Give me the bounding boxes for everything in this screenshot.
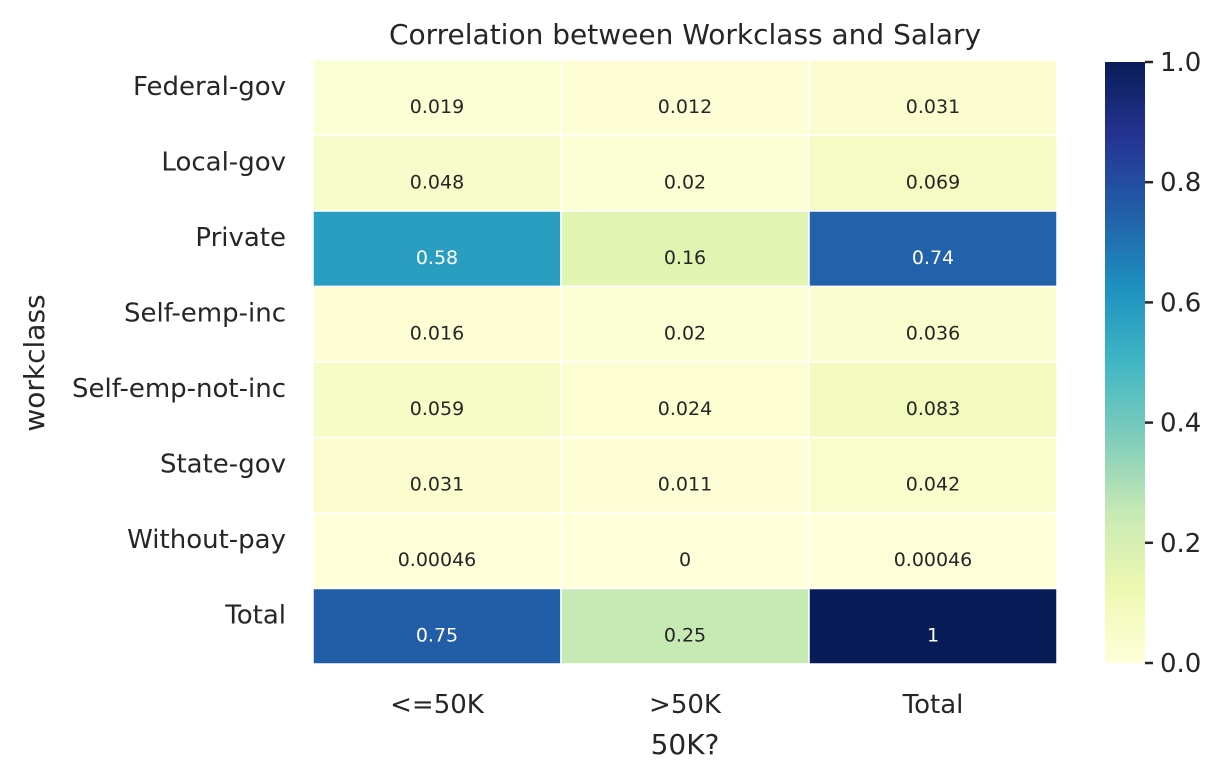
heatmap-cell	[312, 134, 562, 212]
heatmap-cells: 0.019 0.012 0.031 0.048 0.02 0.069 0.58 0.16 0.7…	[312, 59, 1058, 665]
colorbar-tick-label: 0.0	[1160, 649, 1201, 679]
colorbar-tick-label: 1.0	[1160, 48, 1201, 78]
cell-value-label: 0.042	[906, 473, 960, 495]
cell-value-label: 0.069	[906, 171, 960, 193]
heatmap-cell	[808, 361, 1058, 439]
heatmap-cell	[808, 512, 1058, 590]
colorbar: 0.0 0.2 0.4 0.6 0.8 1.0	[1105, 48, 1201, 679]
heatmap-cell	[560, 134, 810, 212]
cell-value-label: 0.048	[410, 171, 464, 193]
cell-value-label: 0.00046	[398, 549, 477, 571]
y-tick-label: Private	[195, 223, 286, 253]
y-axis-label: workclass	[18, 294, 51, 431]
cell-value-label: 0.031	[906, 96, 960, 118]
y-tick-label: Total	[224, 600, 286, 630]
cell-value-label: 0.024	[658, 398, 712, 420]
heatmap-cell	[808, 134, 1058, 212]
y-tick-label: Without-pay	[127, 525, 286, 555]
y-tick-label: Federal-gov	[133, 72, 286, 102]
heatmap-cell	[560, 210, 810, 288]
cell-value-label: 0.059	[410, 398, 464, 420]
heatmap-cell	[312, 285, 562, 363]
cell-value-label: 0.25	[664, 624, 706, 646]
cell-value-label: 0.58	[416, 247, 458, 269]
heatmap-cell	[312, 59, 562, 137]
heatmap-cell	[312, 361, 562, 439]
cell-value-label: 0.16	[664, 247, 706, 269]
x-tick-label: >50K	[649, 690, 722, 720]
heatmap-cell	[312, 512, 562, 590]
heatmap-cell	[808, 436, 1058, 514]
cell-value-label: 0.02	[664, 171, 706, 193]
heatmap-cell	[560, 361, 810, 439]
heatmap-cell	[560, 59, 810, 137]
heatmap-cell	[560, 436, 810, 514]
colorbar-tick-label: 0.8	[1160, 168, 1201, 198]
x-tick-labels: <=50K >50K Total	[390, 690, 963, 720]
heatmap-cell	[808, 587, 1058, 665]
cell-value-label: 0.036	[906, 322, 960, 344]
cell-value-label: 0.02	[664, 322, 706, 344]
cell-value-label: 0.031	[410, 473, 464, 495]
y-tick-label: Self-emp-not-inc	[72, 374, 286, 404]
y-tick-labels: Federal-gov Local-gov Private Self-emp-inc S…	[72, 72, 286, 631]
cell-value-label: 0.016	[410, 322, 464, 344]
x-tick-label: <=50K	[390, 690, 485, 720]
x-axis-label: 50K?	[651, 728, 720, 761]
cell-value-label: 0.75	[416, 624, 458, 646]
heatmap-cell	[560, 587, 810, 665]
cell-value-label: 0.011	[658, 473, 712, 495]
colorbar-tick-label: 0.6	[1160, 288, 1201, 318]
cell-value-label: 0	[679, 549, 691, 571]
cell-value-label: 0.012	[658, 96, 712, 118]
y-tick-label: Self-emp-inc	[124, 298, 286, 328]
cell-value-label: 0.019	[410, 96, 464, 118]
heatmap-cell	[560, 512, 810, 590]
y-tick-label: State-gov	[160, 449, 286, 479]
heatmap-cell	[312, 587, 562, 665]
colorbar-gradient	[1105, 62, 1145, 663]
cell-value-label: 0.083	[906, 398, 960, 420]
heatmap-cell	[808, 285, 1058, 363]
y-tick-label: Local-gov	[161, 147, 286, 177]
chart-title: Correlation between Workclass and Salary	[389, 18, 981, 51]
heatmap-cell	[312, 436, 562, 514]
colorbar-tick-label: 0.2	[1160, 529, 1201, 559]
colorbar-tick-label: 0.4	[1160, 409, 1201, 439]
cell-value-label: 1	[927, 624, 939, 646]
cell-value-label: 0.74	[912, 247, 954, 269]
x-tick-label: Total	[902, 690, 964, 720]
cell-value-label: 0.00046	[894, 549, 973, 571]
heatmap-cell	[808, 59, 1058, 137]
